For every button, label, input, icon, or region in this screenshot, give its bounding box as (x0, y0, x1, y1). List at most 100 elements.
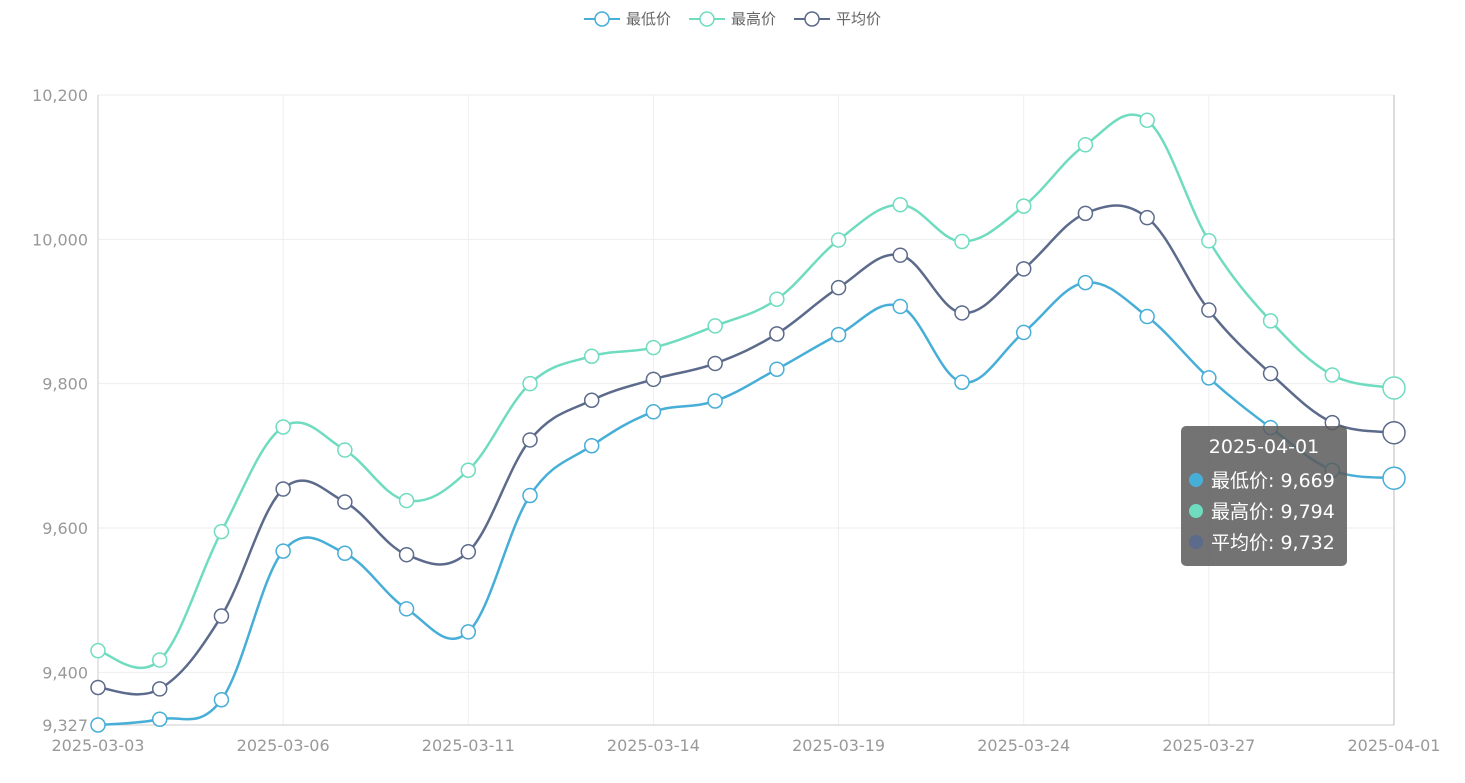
data-point[interactable] (1262, 313, 1279, 329)
data-point[interactable] (151, 681, 168, 697)
data-point[interactable] (769, 291, 785, 307)
x-tick-label: 2025-03-11 (422, 736, 515, 755)
y-tick-label: 9,327 (42, 716, 88, 735)
data-point[interactable] (954, 305, 970, 321)
y-tick-label: 9,600 (42, 519, 88, 538)
y-axis-tick-labels: 9,327 9,400 9,600 9,800 10,000 10,200 (32, 86, 88, 735)
data-point[interactable] (398, 601, 415, 617)
y-tick-label: 10,200 (32, 86, 88, 105)
tooltip-title: 2025-04-01 (1208, 436, 1320, 458)
data-point[interactable] (398, 546, 415, 563)
data-point[interactable] (1382, 466, 1406, 490)
series-dot-icon (1189, 503, 1203, 518)
data-point[interactable] (275, 543, 291, 559)
grid-lines (98, 94, 1395, 725)
data-point[interactable] (398, 492, 415, 509)
data-point[interactable] (213, 523, 230, 540)
series-2 (90, 204, 1406, 697)
data-point[interactable] (769, 361, 785, 377)
x-axis-tick-labels: 2025-03-03 2025-03-06 2025-03-11 2025-03-14… (52, 736, 1441, 755)
legend-line-circle-icon (794, 10, 830, 27)
data-point[interactable] (1324, 367, 1341, 383)
data-point[interactable] (1262, 365, 1279, 382)
data-point[interactable] (707, 355, 723, 372)
data-point[interactable] (90, 679, 106, 696)
legend-label: 最高价 (730, 10, 776, 28)
y-tick-label: 9,400 (42, 663, 88, 682)
data-point[interactable] (522, 375, 538, 392)
data-point[interactable] (645, 339, 662, 356)
x-tick-label: 2025-03-03 (52, 736, 145, 755)
legend-item-avg[interactable]: 平均价 (794, 8, 881, 29)
data-point[interactable] (954, 374, 970, 390)
series-line (97, 204, 1395, 696)
x-tick-label: 2025-03-06 (237, 736, 330, 755)
tooltip-row-label: 最高价: 9,794 (1211, 501, 1335, 523)
legend-line-circle-icon (583, 10, 620, 27)
data-point[interactable] (583, 348, 600, 364)
data-point[interactable] (1201, 233, 1217, 249)
data-point[interactable] (645, 371, 662, 388)
data-point[interactable] (460, 544, 477, 560)
data-point[interactable] (830, 279, 847, 296)
data-point[interactable] (151, 652, 168, 668)
data-point[interactable] (1077, 137, 1094, 153)
tooltip-row-label: 平均价: 9,732 (1211, 532, 1335, 554)
x-tick-label: 2025-03-14 (607, 736, 700, 755)
data-point[interactable] (522, 432, 538, 448)
data-point[interactable] (707, 393, 723, 409)
data-point[interactable] (892, 247, 909, 263)
data-point[interactable] (90, 717, 106, 733)
data-point[interactable] (460, 462, 477, 479)
data-point[interactable] (1382, 376, 1406, 400)
data-point[interactable] (213, 608, 230, 624)
data-point[interactable] (275, 419, 291, 435)
axes (97, 95, 1395, 726)
tooltip: 2025-04-01 最低价: 9,669 最高价: 9,794 平均价: 9,… (1181, 426, 1347, 566)
data-point[interactable] (1139, 308, 1155, 325)
series-1 (90, 112, 1406, 670)
data-point[interactable] (830, 326, 847, 343)
series-dot-icon (1189, 534, 1203, 549)
data-point[interactable] (892, 298, 909, 315)
data-point[interactable] (707, 318, 723, 334)
data-point[interactable] (337, 545, 353, 561)
data-point[interactable] (1139, 209, 1155, 226)
data-point[interactable] (954, 233, 970, 250)
data-point[interactable] (90, 642, 106, 659)
data-point[interactable] (1077, 205, 1094, 222)
data-point[interactable] (583, 392, 600, 409)
legend-item-min[interactable]: 最低价 (583, 8, 671, 29)
data-point[interactable] (1077, 274, 1094, 291)
data-point[interactable] (337, 494, 353, 510)
data-point[interactable] (337, 442, 353, 458)
tooltip-row-max: 最高价: 9,794 (1189, 495, 1339, 526)
data-point[interactable] (583, 437, 600, 454)
x-tick-label: 2025-03-24 (977, 736, 1070, 755)
data-point[interactable] (892, 196, 909, 213)
data-point[interactable] (1139, 112, 1155, 129)
data-point[interactable] (830, 232, 847, 248)
data-point[interactable] (213, 691, 230, 708)
series-line (97, 113, 1395, 670)
tooltip-row-avg: 平均价: 9,732 (1189, 526, 1339, 557)
data-point[interactable] (522, 487, 538, 504)
data-point[interactable] (1015, 261, 1032, 277)
data-point[interactable] (460, 624, 477, 640)
data-point[interactable] (275, 481, 291, 497)
data-point[interactable] (769, 326, 785, 342)
series-group (90, 112, 1406, 733)
data-point[interactable] (1201, 370, 1217, 386)
data-point[interactable] (645, 404, 662, 420)
legend-label: 最低价 (625, 10, 671, 28)
data-point[interactable] (1015, 198, 1032, 214)
legend-label: 平均价 (836, 10, 882, 28)
data-point[interactable] (151, 711, 168, 727)
data-point[interactable] (1201, 302, 1217, 318)
data-point[interactable] (1015, 324, 1032, 341)
legend-item-max[interactable]: 最高价 (688, 8, 776, 29)
y-tick-label: 10,000 (32, 230, 88, 249)
data-point[interactable] (1382, 420, 1406, 445)
legend: 最低价 最高价 平均价 (0, 8, 1465, 29)
